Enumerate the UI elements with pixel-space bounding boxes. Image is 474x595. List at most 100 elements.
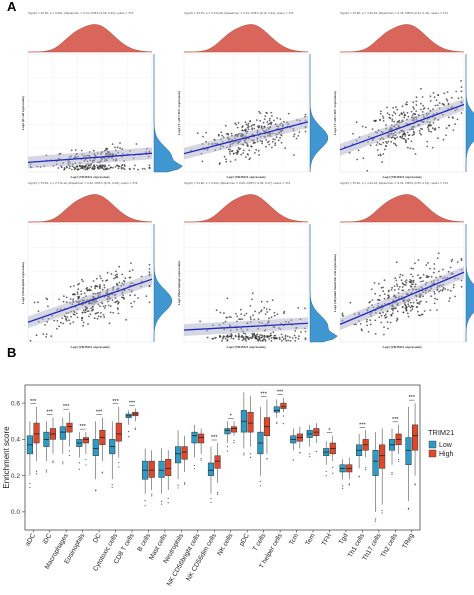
scatter-point (272, 331, 275, 333)
scatter-point (250, 318, 252, 321)
scatter-point (377, 154, 380, 157)
scatter-point (118, 265, 120, 268)
scatter-point (361, 329, 363, 332)
legend-title: TRIM21 (428, 428, 454, 437)
scatter-point (65, 296, 68, 299)
scatter-point (446, 91, 449, 93)
scatter-point (386, 106, 388, 109)
scatter-point (445, 98, 448, 101)
scatter-point (97, 303, 100, 306)
scatter-point (256, 140, 259, 143)
box-high (280, 397, 287, 425)
scatter-point (386, 112, 389, 114)
significance-label: *** (277, 390, 284, 396)
scatter-point (225, 160, 228, 163)
outlier-point (29, 486, 31, 488)
scatter-point (103, 316, 106, 318)
outlier-point (381, 509, 383, 512)
scatter-point (225, 335, 228, 338)
box-body (33, 422, 40, 444)
scatter-point (433, 263, 436, 265)
scatter-point (242, 152, 245, 154)
scatter-point (244, 338, 246, 341)
x-category-label: DC (92, 532, 103, 544)
scatter-plot-area (183, 53, 309, 173)
scatter-point (279, 118, 282, 120)
scatter-point (103, 284, 106, 287)
scatter-point (402, 137, 405, 140)
scatter-point (355, 323, 357, 326)
scatter-point (259, 140, 262, 142)
scatter-point (102, 314, 105, 316)
scatter-point (362, 157, 365, 160)
scatter-point (412, 106, 415, 109)
scatter-point (260, 334, 263, 337)
scatter-point (133, 300, 136, 303)
scatter-point (239, 308, 242, 311)
scatter-point (411, 114, 414, 117)
scatter-point (71, 165, 74, 167)
right-density (309, 54, 329, 173)
scatter-point (281, 336, 284, 338)
scatter-point (218, 162, 221, 165)
outlier-point (233, 439, 235, 442)
scatter-point (412, 283, 414, 286)
box-high (263, 399, 270, 460)
outlier-point (118, 466, 120, 468)
scatter-point (111, 299, 114, 301)
scatter-point (405, 279, 408, 282)
scatter-point (82, 321, 85, 324)
scatter-point (442, 103, 445, 106)
scatter-point (403, 116, 405, 119)
scatter-point (273, 119, 275, 122)
scatter-point (105, 149, 107, 151)
scatter-point (383, 326, 385, 328)
scatter-point (254, 335, 257, 338)
outlier-point (160, 500, 163, 502)
scatter-point (251, 292, 254, 295)
scatter-point (259, 112, 262, 115)
outlier-point (62, 461, 64, 463)
outlier-point (68, 454, 71, 457)
scatter-point (81, 319, 83, 322)
scatter-point (427, 107, 430, 110)
scatter-point (259, 334, 261, 336)
box-low (273, 399, 280, 425)
scatter-point (269, 332, 272, 335)
scatter-point (35, 334, 38, 337)
outlier-point (276, 421, 278, 423)
scatter-point (429, 95, 432, 98)
scatter-point (457, 97, 460, 100)
regression-line (183, 322, 309, 331)
scatter-point (228, 150, 231, 153)
scatter-point (88, 315, 90, 318)
scatter-point (120, 166, 123, 169)
box-high (99, 417, 106, 474)
scatter-point (374, 333, 377, 335)
scatter-point (242, 129, 244, 132)
scatter-point (105, 147, 108, 150)
scatter-point (277, 139, 280, 142)
scatter-point (226, 297, 229, 300)
x-category-label: TReg (401, 532, 415, 550)
box-low (356, 433, 363, 478)
scatter-point (415, 110, 418, 112)
outlier-point (134, 428, 136, 431)
box-low (109, 421, 116, 488)
scatter-point (404, 114, 407, 117)
scatter-point (99, 285, 101, 288)
scatter-point (77, 297, 80, 300)
scatter-point (391, 286, 393, 289)
box-high (198, 428, 205, 461)
scatter-point (265, 139, 267, 141)
scatter-point (412, 279, 415, 282)
scatter-y-label: Log2 (Neutrophil expression) (21, 262, 25, 304)
scatter-point (402, 311, 405, 314)
scatter-point (79, 167, 82, 170)
scatter-point (366, 318, 368, 321)
scatter-point (124, 277, 127, 280)
scatter-point (234, 122, 237, 125)
scatter-point (361, 125, 364, 128)
scatter-point (425, 264, 428, 266)
scatter-point (77, 283, 79, 286)
